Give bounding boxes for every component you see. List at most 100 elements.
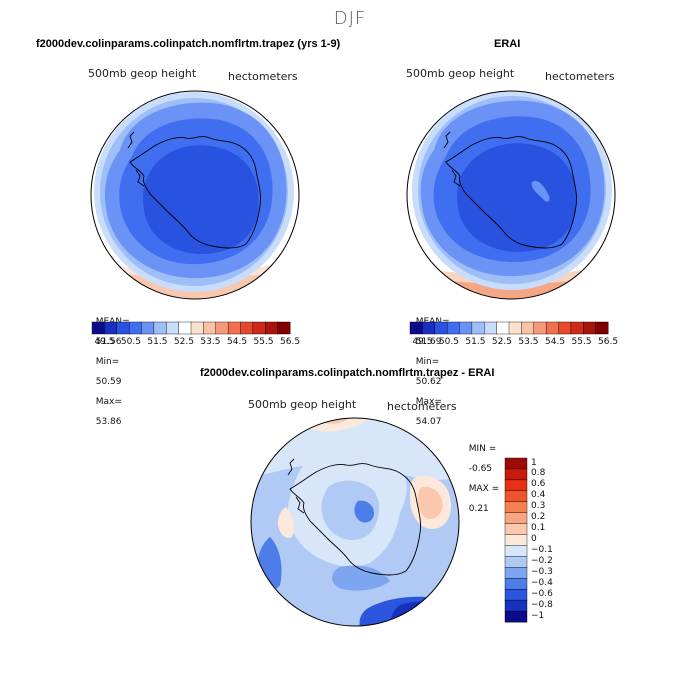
panel-3-colorbar-tick-label: 1: [531, 457, 537, 468]
panel-3-polar-map: [250, 417, 460, 627]
panel-3-max-label: MAX =: [468, 484, 500, 494]
panel-1-colorbar-swatch: [141, 321, 155, 335]
panel-1-colorbar-swatch: [215, 321, 229, 335]
panel-1-colorbar-swatch: [104, 321, 118, 335]
panel-1-colorbar-swatch: [190, 321, 204, 335]
panel-1-colorbar-swatch: [166, 321, 180, 335]
panel-1-max-value: 53.86: [95, 417, 122, 427]
panel-2-colorbar-swatch: [595, 321, 609, 335]
panel-1-colorbar-swatch: [91, 321, 105, 335]
panel-3-colorbar-swatch: [504, 501, 528, 514]
panel-1-colorbar-ticks: 49.5 50.5 51.5 52.5 53.5 54.5 55.5 56.5: [92, 337, 300, 349]
panel-2-units-label: hectometers: [545, 70, 615, 83]
panel-1-colorbar-swatch: [240, 321, 254, 335]
panel-3-colorbar-tick-label: 0.8: [531, 468, 546, 479]
panel-3-min-value: -0.65: [468, 464, 493, 474]
panel-2-colorbar-tick-label: 56.5: [598, 337, 619, 347]
panel-3-title: f2000dev.colinparams.colinpatch.nomflrtm…: [200, 367, 495, 379]
panel-3-colorbar-swatch: [504, 545, 528, 557]
panel-1-colorbar-swatch: [116, 321, 130, 335]
panel-1-colorbar-swatch: [178, 321, 192, 335]
panel-2-min-value: 50.62: [415, 377, 442, 387]
panel-1-colorbar-tick-label: 52.5: [173, 337, 194, 347]
panel-3-max-value: 0.21: [468, 504, 489, 514]
panel-2-colorbar-tick-label: 55.5: [571, 337, 592, 347]
panel-1-max-label: Max=: [95, 397, 122, 407]
panel-2-colorbar-swatch: [558, 321, 572, 335]
panel-1-colorbar-tick-label: 50.5: [120, 337, 141, 347]
panel-3-colorbar-swatch: [504, 556, 528, 568]
panel-2-colorbar-tick-label: 53.5: [518, 337, 539, 347]
panel-2-colorbar-swatch: [484, 321, 498, 335]
panel-3-colorbar-swatch: [504, 523, 528, 535]
panel-2-field-label: 500mb geop height: [406, 67, 515, 80]
panel-2-colorbar-swatch: [446, 321, 460, 335]
panel-3-colorbar-tick-label: 0: [531, 534, 537, 544]
panel-1-min-value: 50.59: [95, 377, 122, 387]
panel-2-colorbar: [409, 321, 609, 335]
panel-3-colorbar-tick-label: 0.1: [531, 523, 546, 534]
panel-2-colorbar-swatch: [533, 321, 547, 335]
panel-1-colorbar-swatch: [277, 321, 291, 335]
panel-1-colorbar-tick-label: 54.5: [227, 337, 248, 347]
panel-1-colorbar-tick-label: 51.5: [147, 337, 168, 347]
panel-1-min-label: Min=: [95, 357, 120, 367]
panel-2-mean-value: 51.69: [415, 337, 442, 347]
panel-2-min-label: Min=: [415, 357, 440, 367]
panel-2-colorbar-swatch: [422, 321, 436, 335]
panel-2-colorbar-tick-label: 51.5: [465, 337, 486, 347]
panel-3-colorbar-swatch: [504, 490, 528, 503]
panel-2-colorbar-swatch: [583, 321, 597, 335]
panel-3-colorbar-tick-label: −0.4: [531, 577, 553, 588]
panel-3-colorbar-swatch: [504, 599, 528, 612]
panel-2-max-value: 54.07: [415, 417, 442, 427]
panel-3-colorbar-tick-label: −0.2: [531, 555, 553, 566]
panel-1-colorbar-swatch: [265, 321, 279, 335]
panel-1-field-label: 500mb geop height: [88, 67, 197, 80]
panel-2-colorbar-swatch: [409, 321, 423, 335]
panel-2-colorbar-tick-label: 52.5: [491, 337, 512, 347]
panel-1-colorbar-swatch: [128, 321, 142, 335]
panel-2-colorbar-tick-label: 50.5: [438, 337, 459, 347]
panel-1-colorbar-swatch: [203, 321, 217, 335]
panel-2-colorbar-tick-label: 54.5: [545, 337, 566, 347]
panel-2-title: ERAI: [494, 38, 521, 50]
panel-2-colorbar-swatch: [545, 321, 559, 335]
panel-3-colorbar: [504, 457, 528, 623]
panel-3-field-label: 500mb geop height: [248, 398, 357, 411]
panel-3-colorbar-swatch: [504, 512, 528, 524]
panel-3-colorbar-swatch: [504, 457, 528, 470]
panel-3-colorbar-ticks: 1 0.8 0.6 0.4 0.3 0.2 0.1 0 −0.1 −0.2 −0.3 −0.4 −0.6…: [531, 458, 571, 622]
panel-3-colorbar-tick-label: −0.1: [531, 544, 553, 555]
panel-1-colorbar-tick-label: 53.5: [200, 337, 221, 347]
panel-3-colorbar-swatch: [504, 610, 528, 623]
panel-2-colorbar-swatch: [434, 321, 448, 335]
panel-1-colorbar-tick-label: 49.5: [94, 337, 115, 347]
panel-2-colorbar-swatch: [459, 321, 473, 335]
panel-2-colorbar-swatch: [471, 321, 485, 335]
panel-3-colorbar-swatch: [504, 468, 528, 481]
panel-2-colorbar-swatch: [521, 321, 535, 335]
panel-3-colorbar-tick-label: −0.6: [531, 588, 553, 599]
panel-1-polar-map: [90, 90, 300, 300]
panel-3-colorbar-tick-label: −0.3: [531, 566, 553, 577]
panel-1-colorbar-swatch: [153, 321, 167, 335]
panel-3-colorbar-tick-label: 0.6: [531, 479, 546, 490]
panel-3-colorbar-tick-label: −0.8: [531, 599, 553, 610]
panel-1-colorbar-tick-label: 55.5: [253, 337, 274, 347]
panel-3-min-label: MIN =: [468, 444, 497, 454]
panel-2-colorbar-swatch: [570, 321, 584, 335]
season-title: DJF: [333, 8, 367, 29]
panel-2-colorbar-swatch: [508, 321, 522, 335]
panel-2-max-label: Max=: [415, 397, 442, 407]
panel-1-colorbar: [91, 321, 291, 335]
panel-1-colorbar-swatch: [227, 321, 241, 335]
panel-2-colorbar-tick-label: 49.5: [412, 337, 433, 347]
panel-3-stats: MIN = -0.65 MAX = 0.21: [463, 434, 500, 514]
panel-2-colorbar-ticks: 49.5 50.5 51.5 52.5 53.5 54.5 55.5 56.5: [410, 337, 618, 349]
panel-3-colorbar-tick-label: 0.2: [531, 512, 546, 523]
panel-3-units-label: hectometers: [387, 400, 457, 413]
panel-3-colorbar-tick-label: 0.3: [531, 501, 546, 512]
panel-1-units-label: hectometers: [228, 70, 298, 83]
panel-1-mean-value: 51.56: [95, 337, 122, 347]
